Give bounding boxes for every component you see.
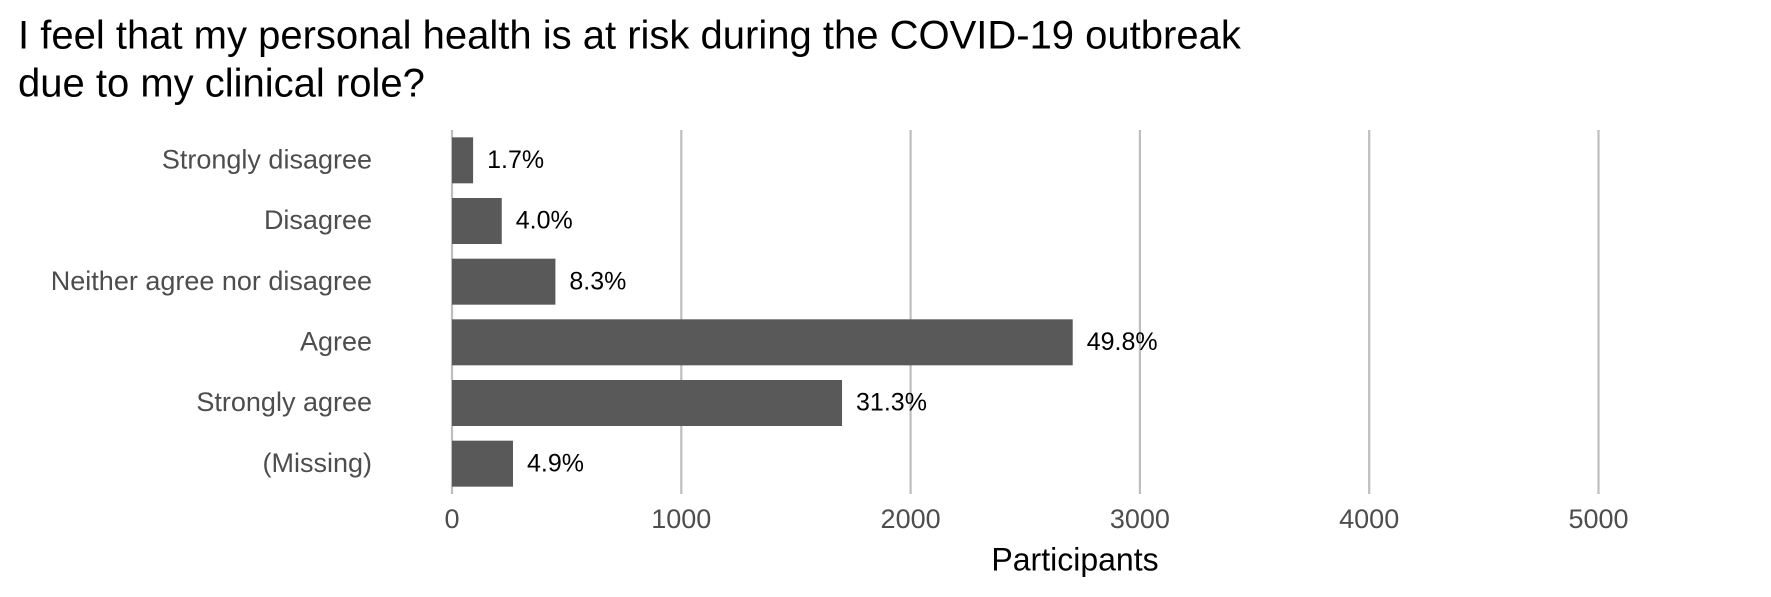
bar — [452, 319, 1073, 366]
value-label: 8.3% — [569, 267, 626, 295]
x-axis-title: Participants — [991, 541, 1158, 577]
y-tick-label: (Missing) — [262, 448, 372, 478]
x-tick-label: 2000 — [881, 504, 941, 534]
x-tick-label: 3000 — [1110, 504, 1170, 534]
x-tick-label: 0 — [444, 504, 459, 534]
value-label: 1.7% — [487, 146, 544, 174]
bar — [452, 380, 843, 426]
chart-title-line-1: I feel that my personal health is at ris… — [18, 14, 1242, 58]
value-label: 49.8% — [1087, 328, 1158, 356]
x-tick-label: 4000 — [1339, 504, 1399, 534]
bar — [452, 258, 556, 305]
value-label: 4.0% — [516, 207, 573, 235]
value-label: 4.9% — [527, 449, 584, 477]
y-tick-label: Neither agree nor disagree — [51, 266, 372, 296]
y-tick-label: Strongly disagree — [162, 144, 372, 174]
x-tick-label: 5000 — [1568, 504, 1628, 534]
y-tick-label: Agree — [300, 326, 372, 356]
y-tick-label: Disagree — [264, 205, 372, 235]
y-tick-label: Strongly agree — [196, 387, 372, 417]
value-label: 31.3% — [856, 389, 927, 417]
bar — [452, 440, 513, 487]
x-tick-label: 1000 — [651, 504, 711, 534]
bar — [452, 137, 474, 184]
chart-title-line-2: due to my clinical role? — [18, 62, 425, 106]
bar — [452, 198, 502, 244]
